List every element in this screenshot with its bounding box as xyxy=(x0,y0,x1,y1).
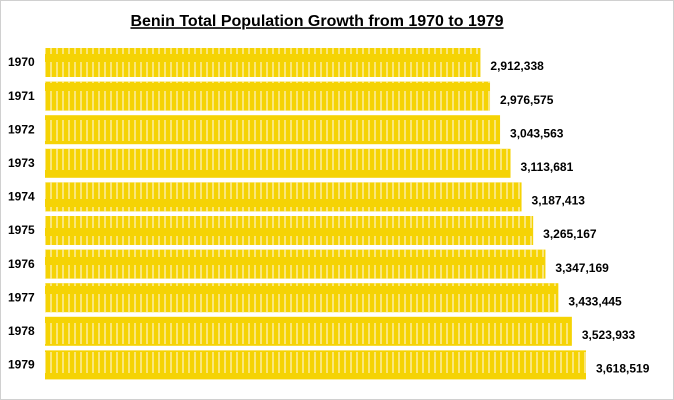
y-tick-label: 1978 xyxy=(8,324,35,338)
value-label: 3,618,519 xyxy=(596,362,650,376)
y-tick-label: 1977 xyxy=(8,290,35,304)
value-label: 3,523,933 xyxy=(582,328,636,342)
value-label: 2,912,338 xyxy=(490,59,544,73)
value-label: 3,265,167 xyxy=(543,227,597,241)
value-label: 3,433,445 xyxy=(568,294,622,308)
bar xyxy=(45,216,534,245)
y-tick-label: 1973 xyxy=(8,156,35,170)
value-label: 3,113,681 xyxy=(521,160,574,174)
bar xyxy=(45,182,522,212)
bar xyxy=(45,48,481,77)
value-label: 3,347,169 xyxy=(555,261,609,275)
bar xyxy=(45,283,559,313)
bar xyxy=(45,249,546,279)
y-tick-label: 1972 xyxy=(8,122,35,136)
bar xyxy=(45,115,501,145)
bar xyxy=(45,148,511,178)
y-tick-label: 1976 xyxy=(8,257,35,271)
y-tick-label: 1974 xyxy=(8,190,35,204)
chart-title: Benin Total Population Growth from 1970 … xyxy=(130,13,503,30)
y-tick-label: 1971 xyxy=(8,89,35,103)
bar xyxy=(45,350,586,380)
value-label: 3,043,563 xyxy=(510,126,564,140)
y-tick-label: 1975 xyxy=(8,223,35,237)
value-label: 3,187,413 xyxy=(532,194,586,208)
y-tick-label: 1970 xyxy=(8,55,35,69)
y-tick-label: 1979 xyxy=(8,358,35,372)
value-label: 2,976,575 xyxy=(500,93,554,107)
bar xyxy=(45,81,491,111)
bar xyxy=(45,316,572,346)
